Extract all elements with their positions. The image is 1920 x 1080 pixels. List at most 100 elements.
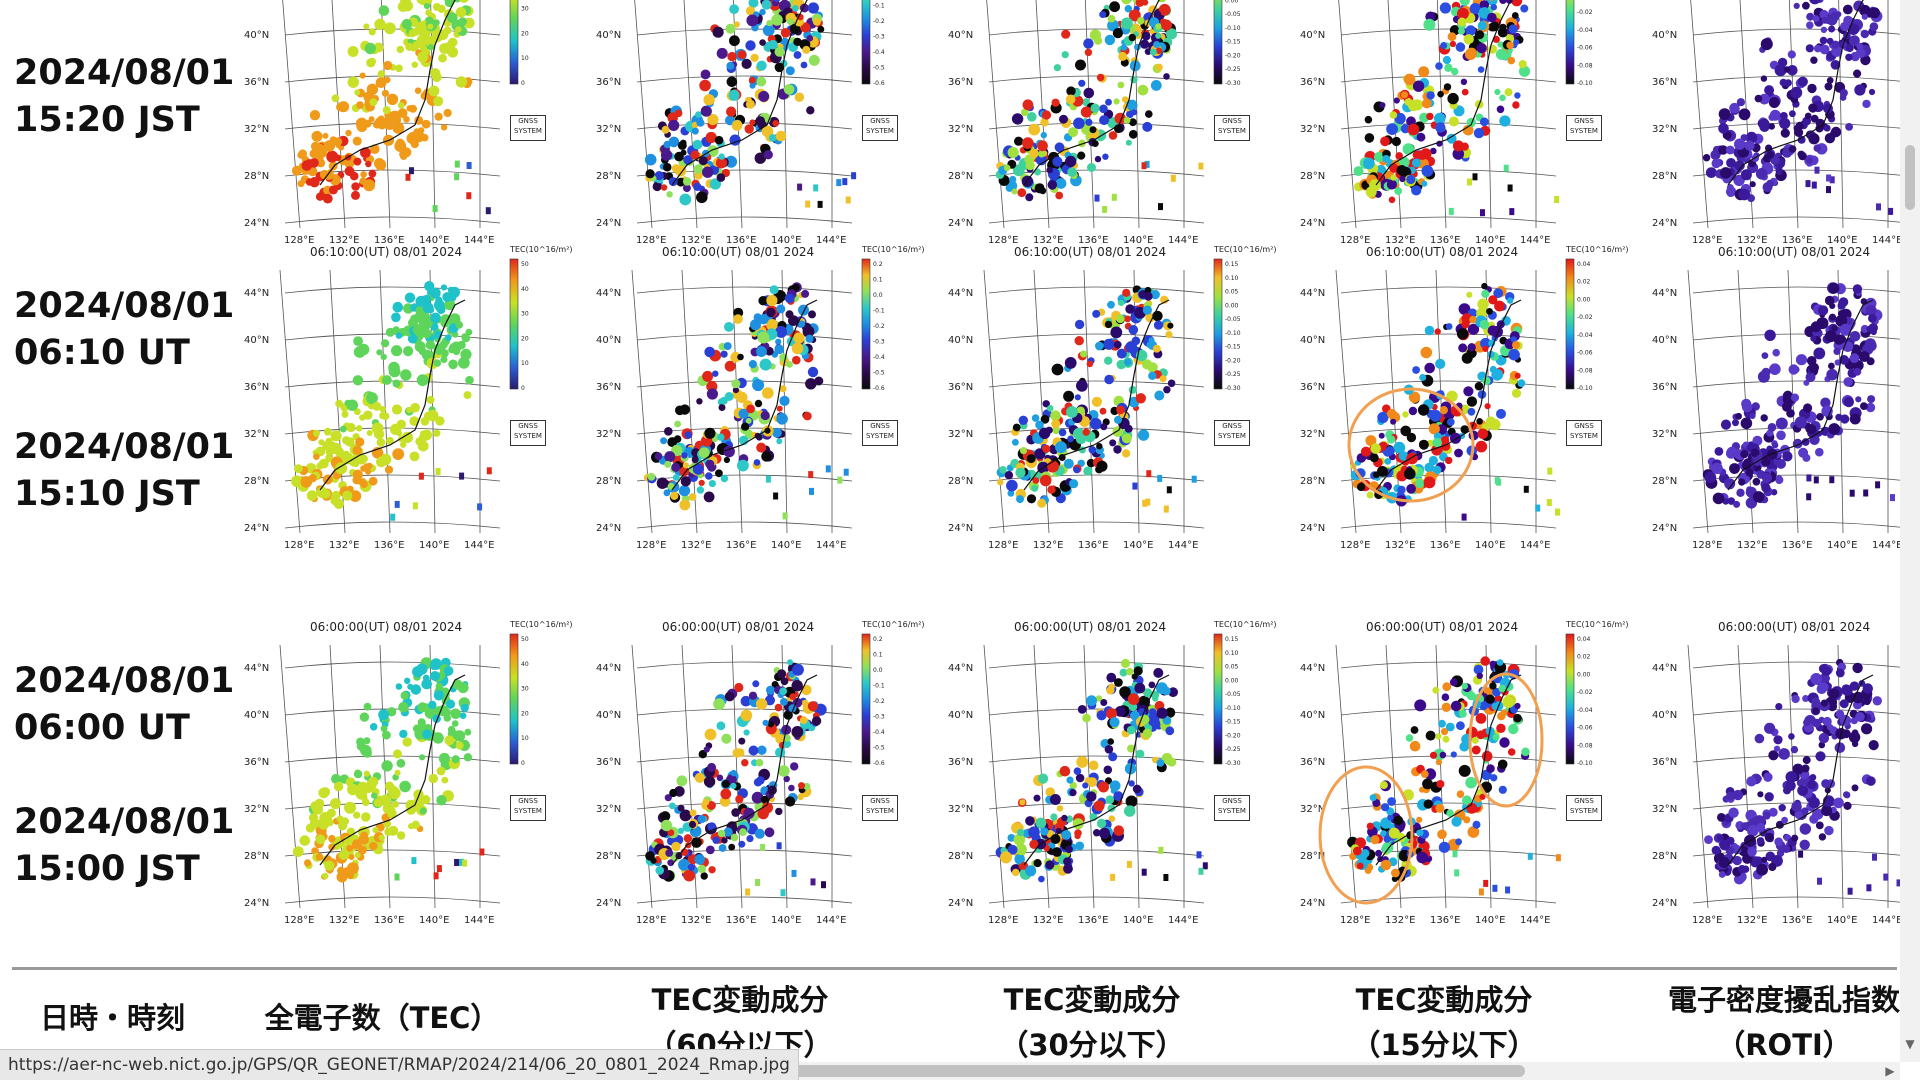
- tec-data-point: [1080, 350, 1088, 358]
- tec-data-point: [1798, 447, 1809, 458]
- scroll-down-arrow-icon[interactable]: ▼: [1905, 1037, 1915, 1051]
- row-jst-date: 2024/08/01: [14, 53, 235, 93]
- tec-data-point: [392, 122, 405, 134]
- tec-data-point: [1826, 368, 1838, 381]
- latitude-label: 24°N: [596, 218, 621, 229]
- tec-data-point: [1119, 686, 1131, 698]
- tec-data-point: [1085, 118, 1093, 126]
- tec-data-point: [1434, 112, 1446, 125]
- tec-data-point: [304, 859, 312, 867]
- map-panel-tec60-r2: 06:10:00(UT) 08/01 2024 TEC(10^16/m²) 44°N…: [592, 245, 925, 555]
- colorbar-tick-label: 0.00: [1225, 302, 1239, 309]
- tec-data-point: [1509, 208, 1515, 216]
- tec-data-point: [360, 480, 368, 489]
- latitude-label: 28°N: [596, 476, 621, 487]
- scroll-right-arrow-icon[interactable]: ▶: [1885, 1064, 1895, 1078]
- colorbar: [861, 258, 871, 390]
- tec-data-point: [1820, 699, 1828, 707]
- tec-data-point: [672, 474, 680, 481]
- row-label-r3-utc: 2024/08/01 06:00 UT: [14, 658, 244, 752]
- tec-data-point: [760, 410, 770, 421]
- tec-data-point: [704, 94, 715, 106]
- tec-data-point: [1012, 423, 1021, 432]
- tec-data-point: [1461, 682, 1468, 690]
- tec-data-point: [1508, 24, 1518, 34]
- longitude-label: 140°E: [1123, 915, 1153, 926]
- tec-data-point: [1496, 478, 1502, 486]
- tec-data-point: [733, 314, 743, 324]
- colorbar-tick-label: -0.15: [1225, 344, 1241, 351]
- tec-data-point: [1162, 716, 1172, 725]
- tec-data-point: [1028, 123, 1041, 136]
- tec-data-point: [1437, 90, 1444, 98]
- tec-data-point: [1790, 393, 1800, 402]
- tec-data-point: [1442, 682, 1452, 692]
- gnss-system-logo: GNSS SYSTEM: [1566, 420, 1602, 446]
- tec-data-point: [676, 177, 686, 187]
- tec-data-point: [1439, 2, 1451, 14]
- tec-data-point: [425, 340, 436, 350]
- tec-data-point: [1398, 451, 1409, 461]
- tec-data-point: [1108, 752, 1118, 762]
- tec-data-point: [667, 437, 678, 448]
- tec-data-point: [1734, 160, 1745, 171]
- longitude-label: 136°E: [1430, 915, 1460, 926]
- tec-data-point: [773, 492, 779, 500]
- longitude-label: 144°E: [1872, 915, 1902, 926]
- latitude-label: 24°N: [244, 898, 269, 909]
- tec-data-point: [817, 200, 823, 208]
- tec-data-point: [396, 45, 404, 54]
- tec-data-point: [1395, 152, 1403, 160]
- tec-data-point: [363, 737, 371, 745]
- horizontal-scroll-thumb[interactable]: [745, 1065, 1525, 1077]
- colorbar-tick-label: -0.05: [1225, 691, 1241, 698]
- tec-data-point: [404, 677, 411, 684]
- latitude-label: 32°N: [1652, 804, 1677, 815]
- tec-data-point: [1198, 867, 1204, 875]
- tec-data-point: [368, 169, 377, 178]
- tec-data-point: [689, 809, 697, 817]
- tec-data-point: [1760, 38, 1773, 51]
- tec-data-point: [780, 698, 788, 706]
- latitude-label: 40°N: [1300, 30, 1325, 41]
- tec-data-point: [1773, 745, 1781, 752]
- tec-data-point: [1128, 33, 1136, 42]
- tec-data-point: [334, 154, 342, 162]
- vertical-scrollbar[interactable]: ▼: [1900, 0, 1920, 1062]
- tec-data-point: [703, 746, 710, 753]
- tec-data-point: [759, 8, 766, 16]
- map-panel-tec60-r3: 06:00:00(UT) 08/01 2024 TEC(10^16/m²) 44°N…: [592, 620, 925, 930]
- tec-data-point: [688, 820, 697, 829]
- tec-data-point: [1772, 442, 1779, 449]
- tec-data-point: [1518, 65, 1531, 77]
- tec-data-point: [726, 76, 738, 88]
- tec-data-point: [739, 828, 747, 836]
- tec-data-point: [1457, 7, 1469, 20]
- colorbar-tick-label: -0.06: [1577, 725, 1593, 732]
- tec-data-point: [1430, 147, 1437, 155]
- tec-data-point: [1851, 740, 1859, 748]
- vertical-scroll-thumb[interactable]: [1905, 145, 1915, 210]
- tec-data-point: [378, 709, 389, 720]
- colorbar-tick-label: -0.08: [1577, 62, 1593, 69]
- tec-data-point: [1126, 860, 1132, 868]
- tec-data-point: [745, 888, 751, 896]
- latitude-label: 28°N: [244, 171, 269, 182]
- tec-data-point: [368, 57, 376, 66]
- gnss-system-logo: GNSS SYSTEM: [510, 420, 546, 446]
- tec-data-point: [1163, 505, 1169, 513]
- tec-data-point: [429, 661, 439, 670]
- tec-data-point: [425, 9, 432, 16]
- map-panel-tec30-r3: 06:00:00(UT) 08/01 2024 TEC(10^16/m²) 44°N…: [944, 620, 1277, 930]
- gnss-logo-line: SYSTEM: [1570, 432, 1598, 440]
- tec-data-point: [733, 21, 740, 28]
- tec-data-point: [1104, 320, 1113, 329]
- tec-data-point: [392, 326, 401, 335]
- gnss-logo-line: GNSS: [870, 422, 890, 430]
- tec-data-point: [1794, 416, 1807, 429]
- colorbar: [861, 633, 871, 765]
- tec-data-point: [1121, 433, 1132, 444]
- tec-data-point: [801, 289, 810, 298]
- tec-data-point: [1059, 765, 1071, 777]
